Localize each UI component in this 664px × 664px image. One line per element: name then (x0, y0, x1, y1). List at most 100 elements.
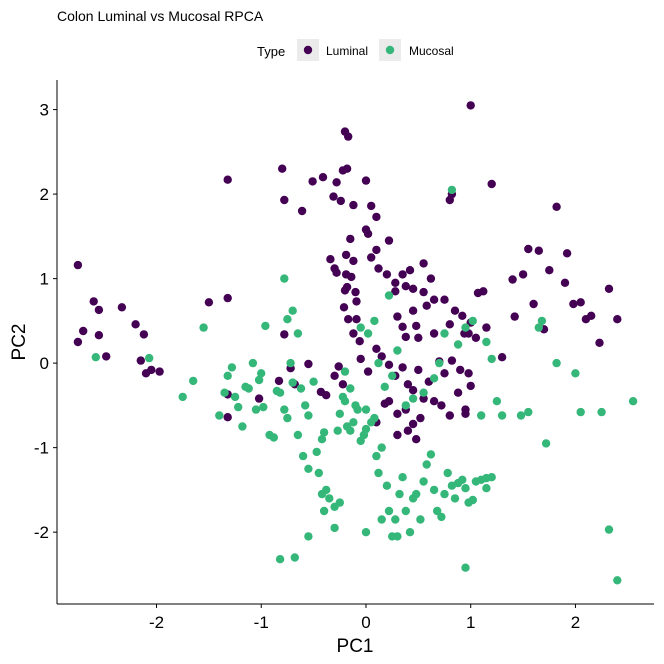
data-point (437, 512, 446, 522)
data-point (534, 246, 543, 255)
data-point (468, 316, 477, 326)
data-point (275, 555, 285, 564)
data-point (587, 311, 596, 320)
data-point (604, 525, 614, 534)
data-point (269, 433, 278, 442)
data-point (293, 430, 303, 440)
data-point (230, 392, 240, 402)
data-point (613, 315, 622, 324)
data-point (178, 392, 187, 402)
data-point (534, 323, 543, 332)
data-point (304, 359, 313, 369)
series-mucosal (91, 185, 638, 585)
data-point (458, 311, 467, 320)
data-point (419, 259, 428, 268)
data-point (398, 322, 407, 331)
data-point (117, 303, 127, 312)
data-points (73, 101, 638, 585)
data-point (340, 286, 350, 295)
data-point (204, 298, 214, 307)
data-point (552, 202, 561, 211)
data-point (393, 346, 402, 355)
data-point (384, 291, 394, 300)
data-point (367, 253, 376, 262)
legend-label-luminal: Luminal (326, 44, 368, 58)
data-point (412, 321, 421, 331)
data-point (398, 270, 407, 279)
data-point (487, 179, 496, 189)
data-point (380, 399, 389, 408)
data-point (251, 405, 261, 414)
data-point (524, 407, 533, 417)
data-point (340, 397, 350, 406)
data-point (314, 468, 323, 478)
data-point (102, 352, 111, 361)
data-point (349, 200, 358, 210)
data-point (391, 278, 400, 287)
data-point (471, 333, 481, 342)
data-point (254, 394, 264, 403)
y-tick-label: 2 (40, 185, 49, 204)
x-ticks: -2 -1 0 1 2 (149, 604, 580, 632)
data-point (372, 245, 381, 255)
data-point (338, 166, 348, 175)
data-point (401, 282, 410, 291)
x-tick-label: 2 (571, 613, 580, 632)
data-point (290, 553, 299, 562)
legend-item-luminal: Luminal (297, 39, 368, 61)
data-point (398, 363, 407, 372)
data-point (482, 484, 491, 493)
data-point (416, 413, 425, 423)
data-point (456, 365, 465, 375)
data-point (372, 344, 381, 353)
data-point (595, 338, 604, 347)
data-point (363, 329, 373, 338)
data-point (562, 249, 572, 258)
data-point (370, 316, 379, 326)
data-point (382, 270, 392, 279)
data-point (136, 356, 145, 365)
data-point (344, 132, 353, 141)
y-tick-label: 1 (40, 270, 49, 289)
data-point (391, 515, 400, 524)
data-point (419, 477, 428, 486)
data-point (333, 426, 342, 435)
data-point (560, 278, 570, 287)
data-point (388, 371, 397, 380)
data-point (453, 340, 463, 349)
data-point (304, 411, 313, 420)
data-point (332, 268, 341, 277)
data-point (613, 576, 622, 585)
data-point (541, 439, 551, 448)
data-point (450, 494, 460, 503)
data-point (479, 287, 488, 296)
data-point (487, 473, 496, 482)
data-point (334, 362, 343, 371)
data-point (403, 426, 413, 435)
data-point (220, 388, 229, 397)
data-point (304, 532, 313, 541)
data-point (453, 388, 463, 397)
data-point (414, 333, 423, 342)
data-point (346, 426, 355, 435)
data-point (351, 287, 360, 297)
data-point (301, 401, 310, 410)
data-point (361, 424, 371, 434)
data-point (338, 380, 348, 389)
data-point (464, 369, 473, 378)
data-point (405, 266, 415, 275)
data-point (155, 367, 164, 376)
data-point (280, 405, 289, 414)
data-point (426, 274, 436, 283)
data-point (377, 352, 386, 361)
data-point (433, 506, 442, 516)
data-point (319, 506, 329, 516)
data-point (325, 494, 334, 503)
data-point (414, 365, 423, 375)
data-point (91, 353, 101, 362)
data-point (293, 329, 303, 338)
data-point (518, 270, 528, 279)
data-point (215, 411, 224, 420)
data-point (391, 287, 400, 296)
data-point (340, 367, 350, 376)
